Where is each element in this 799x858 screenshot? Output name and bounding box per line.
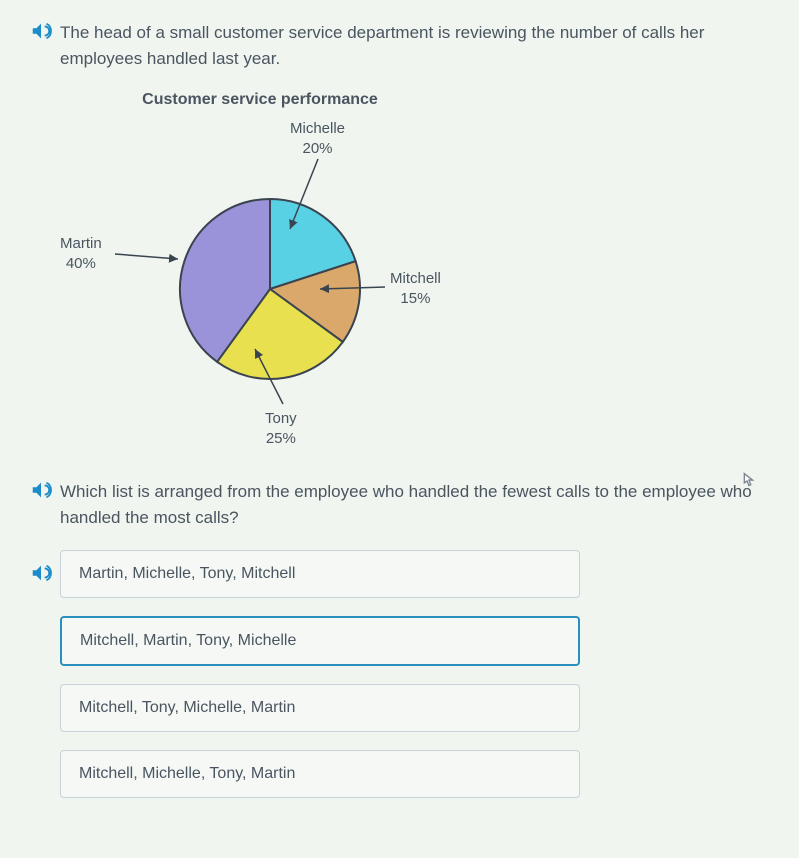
answer-option-1[interactable]: Mitchell, Martin, Tony, Michelle <box>60 616 580 666</box>
question-text: Which list is arranged from the employee… <box>60 479 769 530</box>
speaker-icon[interactable] <box>30 479 52 501</box>
answer-option-0[interactable]: Martin, Michelle, Tony, Mitchell <box>60 550 580 598</box>
chart-title: Customer service performance <box>110 91 410 109</box>
pie-chart: Michelle20% Mitchell15% Tony25% Martin40% <box>60 119 560 459</box>
intro-text: The head of a small customer service dep… <box>60 20 769 71</box>
pointer-cursor-icon <box>737 470 759 492</box>
pie-svg <box>170 189 370 389</box>
speaker-icon[interactable] <box>30 20 52 42</box>
answer-option-2[interactable]: Mitchell, Tony, Michelle, Martin <box>60 684 580 732</box>
intro-row: The head of a small customer service dep… <box>30 20 769 71</box>
answers-section: Martin, Michelle, Tony, Mitchell Mitchell… <box>30 550 769 798</box>
leader-line <box>115 254 178 259</box>
slice-label-tony: Tony25% <box>265 409 297 448</box>
slice-label-martin: Martin40% <box>60 234 102 273</box>
answer-option-3[interactable]: Mitchell, Michelle, Tony, Martin <box>60 750 580 798</box>
slice-label-mitchell: Mitchell15% <box>390 269 441 308</box>
pie-wrap <box>170 189 370 394</box>
slice-label-michelle: Michelle20% <box>290 119 345 158</box>
speaker-icon[interactable] <box>30 562 52 584</box>
question-row: Which list is arranged from the employee… <box>30 479 769 530</box>
